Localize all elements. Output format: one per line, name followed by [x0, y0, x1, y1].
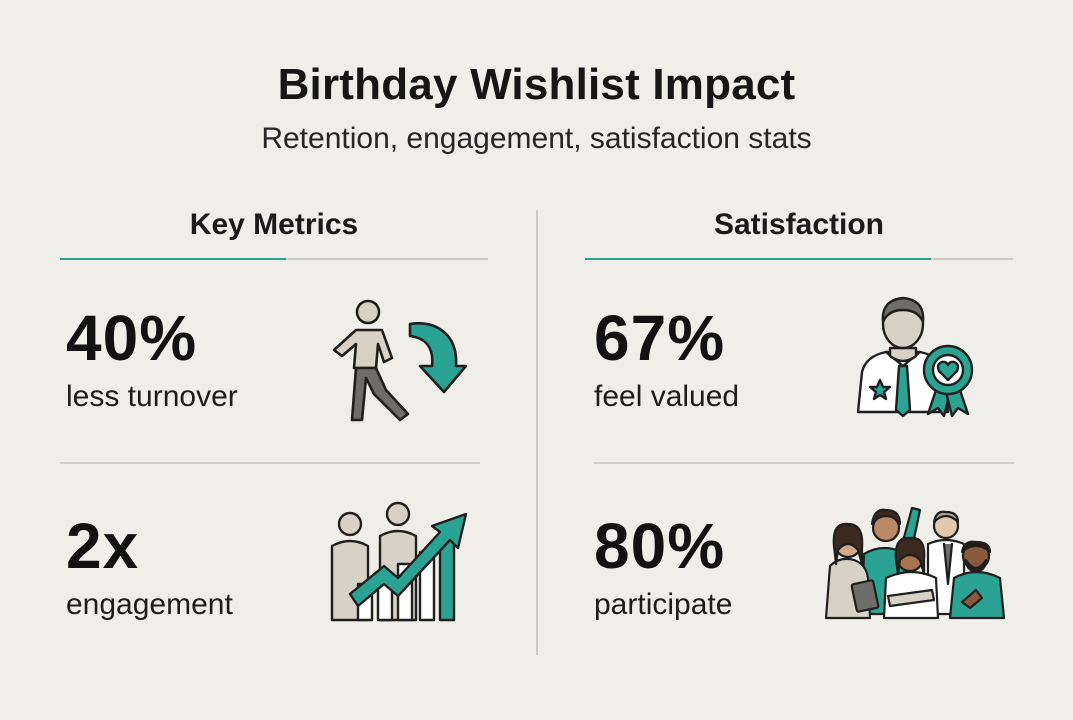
page-subtitle: Retention, engagement, satisfaction stat… — [261, 122, 812, 155]
participate-stat-label: participate — [594, 588, 733, 621]
engagement-stat-label: engagement — [66, 588, 233, 621]
engagement-stat-value: 2x — [66, 510, 140, 582]
key-metrics-rule — [60, 258, 488, 260]
key-metrics-heading: Key Metrics — [189, 208, 359, 241]
people-growth-chart-icon — [330, 501, 468, 622]
satisfaction-rule — [585, 258, 1013, 260]
key-metrics-separator — [60, 462, 480, 464]
valued-stat-value: 67% — [594, 302, 726, 374]
valued-stat-label: feel valued — [594, 380, 740, 413]
group-of-people-icon — [824, 506, 1006, 620]
employee-award-badge-icon — [856, 296, 974, 418]
turnover-stat-value: 40% — [66, 302, 198, 374]
turnover-stat-label: less turnover — [66, 380, 238, 413]
column-divider — [536, 210, 538, 655]
satisfaction-separator — [594, 462, 1014, 464]
walking-person-down-arrow-icon — [332, 299, 468, 422]
participate-stat-value: 80% — [594, 510, 726, 582]
satisfaction-heading: Satisfaction — [713, 208, 885, 241]
page-title: Birthday Wishlist Impact — [277, 60, 796, 109]
